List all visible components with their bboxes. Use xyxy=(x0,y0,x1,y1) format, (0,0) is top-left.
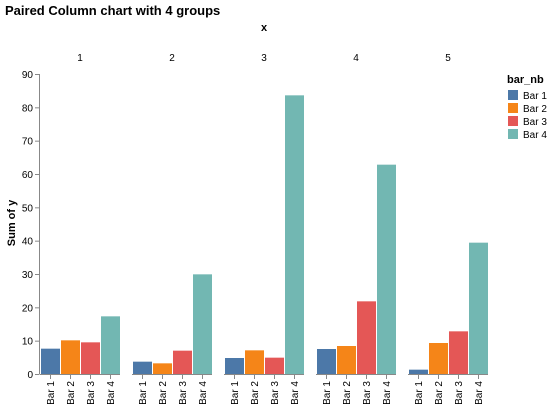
x-tick-label: Bar 4 xyxy=(106,381,117,405)
facet-label: 5 xyxy=(445,53,451,64)
y-tick-label: 90 xyxy=(22,70,34,81)
x-tick-label: Bar 1 xyxy=(230,381,241,405)
x-tick-label: Bar 1 xyxy=(322,381,333,405)
y-tick-label: 80 xyxy=(22,103,34,114)
bar-1-1 xyxy=(41,348,60,374)
x-tick-label: Bar 2 xyxy=(250,381,261,405)
y-tick-label: 30 xyxy=(22,270,34,281)
bar-3-1 xyxy=(225,358,244,374)
facet-header-title: x xyxy=(261,22,268,34)
x-tick-label: Bar 3 xyxy=(86,381,97,405)
x-tick-label: Bar 3 xyxy=(362,381,373,405)
bar-3-2 xyxy=(245,350,264,374)
x-tick-label: Bar 3 xyxy=(454,381,465,405)
x-tick-label: Bar 4 xyxy=(290,381,301,405)
y-axis: 0 10 20 30 40 50 60 70 80 90 xyxy=(22,70,40,381)
facet-panel-5: 5 Bar 1 Bar 2 Bar 3 Bar 4 xyxy=(408,53,488,405)
legend: bar_nb Bar 1 Bar 2 Bar 3 Bar 4 xyxy=(507,74,547,141)
facet-panel-1: 1 Bar 1 Bar 2 Bar 3 Bar 4 xyxy=(40,53,120,405)
bar-5-1 xyxy=(409,369,428,374)
x-tick-label: Bar 2 xyxy=(66,381,77,405)
bar-3-4 xyxy=(285,95,304,374)
bar-4-1 xyxy=(317,349,336,374)
legend-label: Bar 3 xyxy=(523,117,547,128)
bar-5-3 xyxy=(449,331,468,374)
legend-swatch xyxy=(508,116,518,126)
legend-label: Bar 1 xyxy=(523,91,547,102)
x-tick-label: Bar 1 xyxy=(46,381,57,405)
x-tick-label: Bar 3 xyxy=(270,381,281,405)
bar-3-3 xyxy=(265,357,284,374)
bar-2-3 xyxy=(173,350,192,374)
bar-4-3 xyxy=(357,301,376,374)
y-tick-label: 60 xyxy=(22,170,34,181)
x-tick-label: Bar 1 xyxy=(138,381,149,405)
legend-label: Bar 4 xyxy=(523,130,547,141)
y-tick-label: 40 xyxy=(22,237,34,248)
bar-1-4 xyxy=(101,316,120,374)
bar-4-4 xyxy=(377,164,396,374)
facet-panel-2: 2 Bar 1 Bar 2 Bar 3 Bar 4 xyxy=(132,53,212,405)
bar-1-3 xyxy=(81,342,100,374)
y-tick-label: 20 xyxy=(22,303,34,314)
facet-panel-3: 3 Bar 1 Bar 2 Bar 3 Bar 4 xyxy=(224,53,304,405)
y-tick-label: 0 xyxy=(27,370,33,381)
legend-swatch xyxy=(508,90,518,100)
x-tick-label: Bar 4 xyxy=(198,381,209,405)
x-tick-label: Bar 2 xyxy=(158,381,169,405)
y-tick-label: 10 xyxy=(22,337,34,348)
bar-2-2 xyxy=(153,363,172,374)
legend-label: Bar 2 xyxy=(523,104,547,115)
x-tick-label: Bar 4 xyxy=(382,381,393,405)
legend-title: bar_nb xyxy=(507,74,544,86)
legend-swatch xyxy=(508,129,518,139)
bar-1-2 xyxy=(61,340,80,374)
x-tick-label: Bar 2 xyxy=(434,381,445,405)
facet-label: 2 xyxy=(169,53,175,64)
bar-5-2 xyxy=(429,343,448,374)
chart-title: Paired Column chart with 4 groups xyxy=(5,3,220,18)
y-tick-label: 70 xyxy=(22,137,34,148)
facet-label: 3 xyxy=(261,53,267,64)
facet-label: 1 xyxy=(77,53,83,64)
x-tick-label: Bar 2 xyxy=(342,381,353,405)
bar-2-4 xyxy=(193,274,212,374)
y-tick-label: 50 xyxy=(22,203,34,214)
x-tick-label: Bar 1 xyxy=(414,381,425,405)
bar-5-4 xyxy=(469,242,488,374)
facet-panel-4: 4 Bar 1 Bar 2 Bar 3 Bar 4 xyxy=(316,53,396,405)
facet-panels: 1 Bar 1 Bar 2 Bar 3 Bar 4 2 Bar 1 Bar 2 Bar 3 Bar… xyxy=(40,53,488,405)
facet-label: 4 xyxy=(353,53,359,64)
bar-4-2 xyxy=(337,346,356,374)
y-axis-title: Sum of y xyxy=(6,199,18,246)
legend-swatch xyxy=(508,103,518,113)
bar-2-1 xyxy=(133,361,152,374)
x-tick-label: Bar 3 xyxy=(178,381,189,405)
x-tick-label: Bar 4 xyxy=(474,381,485,405)
